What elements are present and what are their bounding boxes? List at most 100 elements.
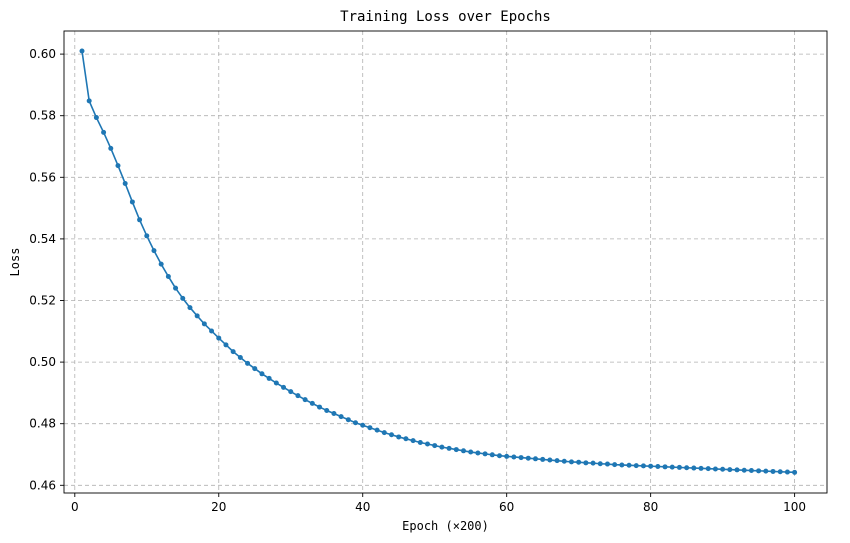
data-point [151,248,157,254]
data-point [741,467,747,473]
data-point [281,384,287,390]
data-point [108,145,114,151]
data-point [367,425,373,431]
data-point [518,455,524,461]
y-tick-label: 0.52 [29,294,56,308]
data-point [712,466,718,472]
data-point [345,417,351,423]
data-point [619,462,625,468]
data-point [137,217,143,223]
data-point [698,465,704,471]
data-point [734,467,740,473]
data-point [648,463,654,469]
data-point [216,335,222,341]
data-point [626,462,632,468]
data-point [173,285,179,291]
data-point [209,328,215,334]
data-point [561,458,567,464]
data-point [79,48,85,54]
data-point [763,468,769,474]
y-tick-label: 0.54 [29,232,56,246]
data-point [612,462,618,468]
data-point [129,199,135,205]
grid [64,31,827,493]
data-point [158,261,164,267]
data-point [633,463,639,469]
data-point [396,434,402,440]
x-tick-label: 60 [499,500,514,514]
data-point [590,460,596,466]
data-point [511,454,517,460]
data-point [389,432,395,438]
data-point [705,466,711,472]
data-point [532,456,538,462]
y-tick-label: 0.56 [29,170,56,184]
data-point [439,444,445,450]
x-tick-label: 40 [355,500,370,514]
data-point [237,354,243,360]
data-point [468,449,474,455]
data-point [425,441,431,447]
axis-ticks: 0 20 40 60 80 100 0.46 0.48 0.50 0.52 0.54 0.56 0.58… [29,47,806,514]
y-tick-label: 0.58 [29,109,56,123]
data-point [295,393,301,399]
data-point [604,461,610,467]
data-point [489,452,495,458]
data-point [727,467,733,473]
x-tick-label: 0 [71,500,79,514]
data-point [597,461,603,467]
data-point [784,469,790,475]
data-point [324,407,330,413]
data-point [360,422,366,428]
data-point [554,458,560,464]
data-point [792,469,798,475]
y-axis-label: Loss [8,248,22,277]
data-point [691,465,697,471]
data-point [374,427,380,433]
data-point [410,438,416,444]
data-point [446,445,452,451]
data-point [662,464,668,470]
data-point [381,430,387,436]
data-point [273,380,279,386]
data-point [122,180,128,186]
data-point [259,371,265,377]
data-point [223,342,229,348]
data-point [475,450,481,456]
data-point [568,459,574,465]
data-point [676,464,682,470]
y-tick-label: 0.50 [29,355,56,369]
data-point [165,273,171,279]
data-point [194,313,200,319]
x-tick-label: 80 [643,500,658,514]
data-point [417,439,423,445]
data-point [547,457,553,463]
data-point [496,453,502,459]
data-point [576,459,582,465]
data-point [245,360,251,366]
data-point [201,321,207,327]
data-point [309,400,315,406]
chart-title: Training Loss over Epochs [340,9,551,25]
data-point [101,129,107,135]
x-tick-label: 20 [211,500,226,514]
data-point [288,389,294,395]
data-point [115,163,121,169]
data-point [655,464,661,470]
data-point [684,465,690,471]
data-point [756,468,762,474]
data-point [453,447,459,453]
data-point [266,375,272,381]
data-point [777,469,783,475]
data-point [720,466,726,472]
plot-area-frame [63,30,828,494]
data-point [86,98,92,104]
data-point [187,305,193,311]
data-point [230,349,236,355]
data-point [317,404,323,410]
data-point [302,397,308,403]
data-point [403,436,409,442]
series-training-loss [79,48,798,475]
data-point [338,414,344,420]
series-line [81,50,795,474]
